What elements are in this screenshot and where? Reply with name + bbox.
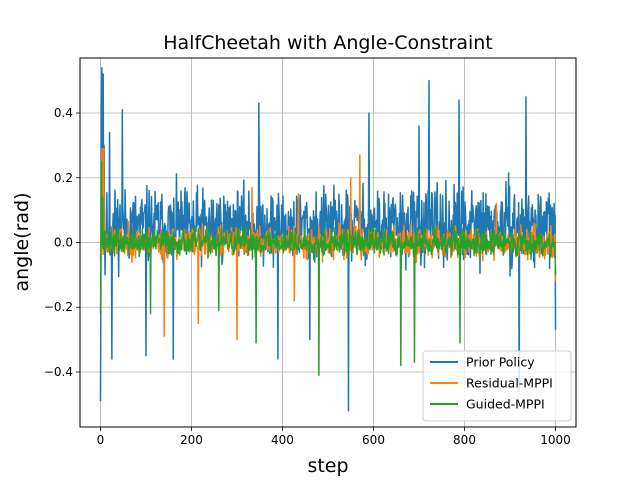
plot-area: [99, 66, 557, 412]
y-axis-ticks: −0.4 −0.2 0.0 0.2 0.4: [44, 106, 80, 379]
legend-box: [422, 350, 572, 422]
y-tick-label: 0.2: [54, 171, 73, 185]
y-tick-label: −0.4: [44, 365, 73, 379]
series-line-1: [99, 66, 557, 412]
legend-label: Guided-MPPI: [466, 397, 545, 412]
x-tick-label: 0: [97, 433, 105, 447]
chart-title: HalfCheetah with Angle-Constraint: [163, 32, 493, 54]
x-tick-label: 800: [453, 433, 476, 447]
x-axis-ticks: 0 200 400 600 800 1000: [97, 427, 571, 447]
x-tick-label: 1000: [540, 433, 571, 447]
series-line-3: [99, 160, 557, 376]
y-tick-label: 0.0: [54, 236, 73, 250]
y-tick-label: 0.4: [54, 106, 73, 120]
y-axis-label: angle(rad): [11, 192, 33, 291]
legend-label: Residual-MPPI: [466, 376, 553, 391]
x-tick-label: 600: [362, 433, 385, 447]
legend: Prior Policy Residual-MPPI Guided-MPPI: [422, 350, 572, 422]
x-axis-label: step: [307, 455, 348, 477]
legend-label: Prior Policy: [466, 355, 535, 370]
x-tick-label: 200: [180, 433, 203, 447]
y-tick-label: −0.2: [44, 300, 73, 314]
x-tick-label: 400: [271, 433, 294, 447]
